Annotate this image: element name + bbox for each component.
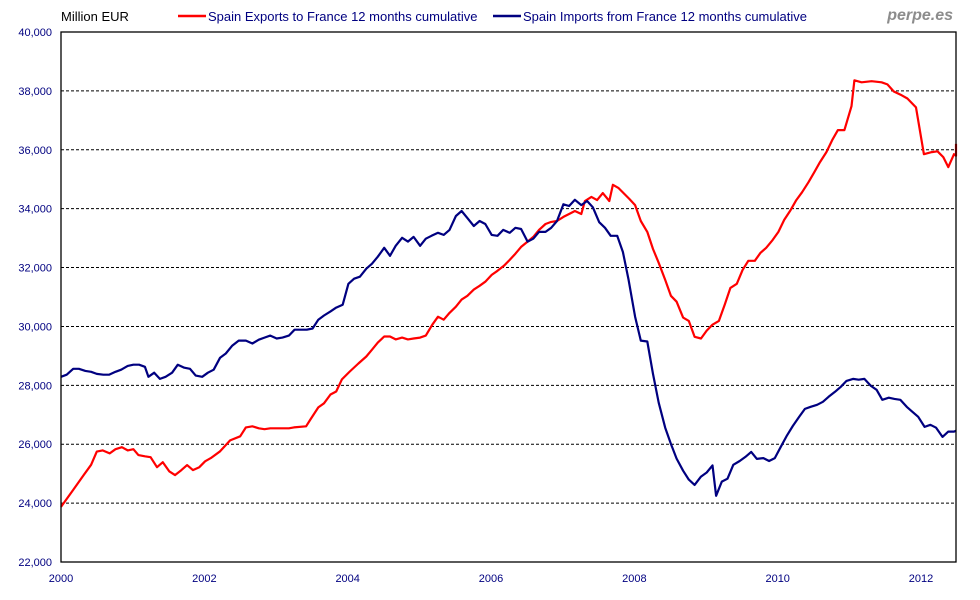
x-tick-label: 2004 <box>335 573 359 585</box>
legend-label-imports: Spain Imports from France 12 months cumu… <box>523 9 807 24</box>
x-tick-label: 2012 <box>909 573 933 585</box>
x-tick-label: 2006 <box>479 573 503 585</box>
legend: Spain Exports to France 12 months cumula… <box>178 9 807 24</box>
series-line-imports <box>60 198 957 497</box>
y-axis-ticks: 22,000 24,000 26,000 28,000 30,000 32,000 34,0… <box>18 27 52 569</box>
gridlines <box>61 90 956 504</box>
y-tick-label: 22,000 <box>18 557 52 569</box>
x-tick-label: 2002 <box>192 573 216 585</box>
y-tick-label: 38,000 <box>18 86 52 98</box>
y-tick-label: 36,000 <box>18 145 52 157</box>
y-tick-label: 32,000 <box>18 263 52 275</box>
legend-label-exports: Spain Exports to France 12 months cumula… <box>208 9 478 24</box>
x-tick-label: 2010 <box>765 573 789 585</box>
x-tick-label: 2000 <box>49 573 73 585</box>
y-tick-label: 30,000 <box>18 321 52 333</box>
brand-watermark: perpe.es <box>886 7 953 24</box>
x-tick-label: 2008 <box>622 573 646 585</box>
y-tick-label: 40,000 <box>18 27 52 39</box>
y-axis-unit-label: Million EUR <box>61 9 129 24</box>
y-tick-label: 24,000 <box>18 498 52 510</box>
x-axis-ticks: 2000 2002 2004 2006 2008 2010 2012 <box>49 573 934 585</box>
plot-area-frame <box>60 31 957 563</box>
y-tick-label: 28,000 <box>18 380 52 392</box>
series-line-exports <box>60 79 958 508</box>
y-tick-label: 34,000 <box>18 204 52 216</box>
series-lines <box>60 79 958 508</box>
y-tick-label: 26,000 <box>18 439 52 451</box>
